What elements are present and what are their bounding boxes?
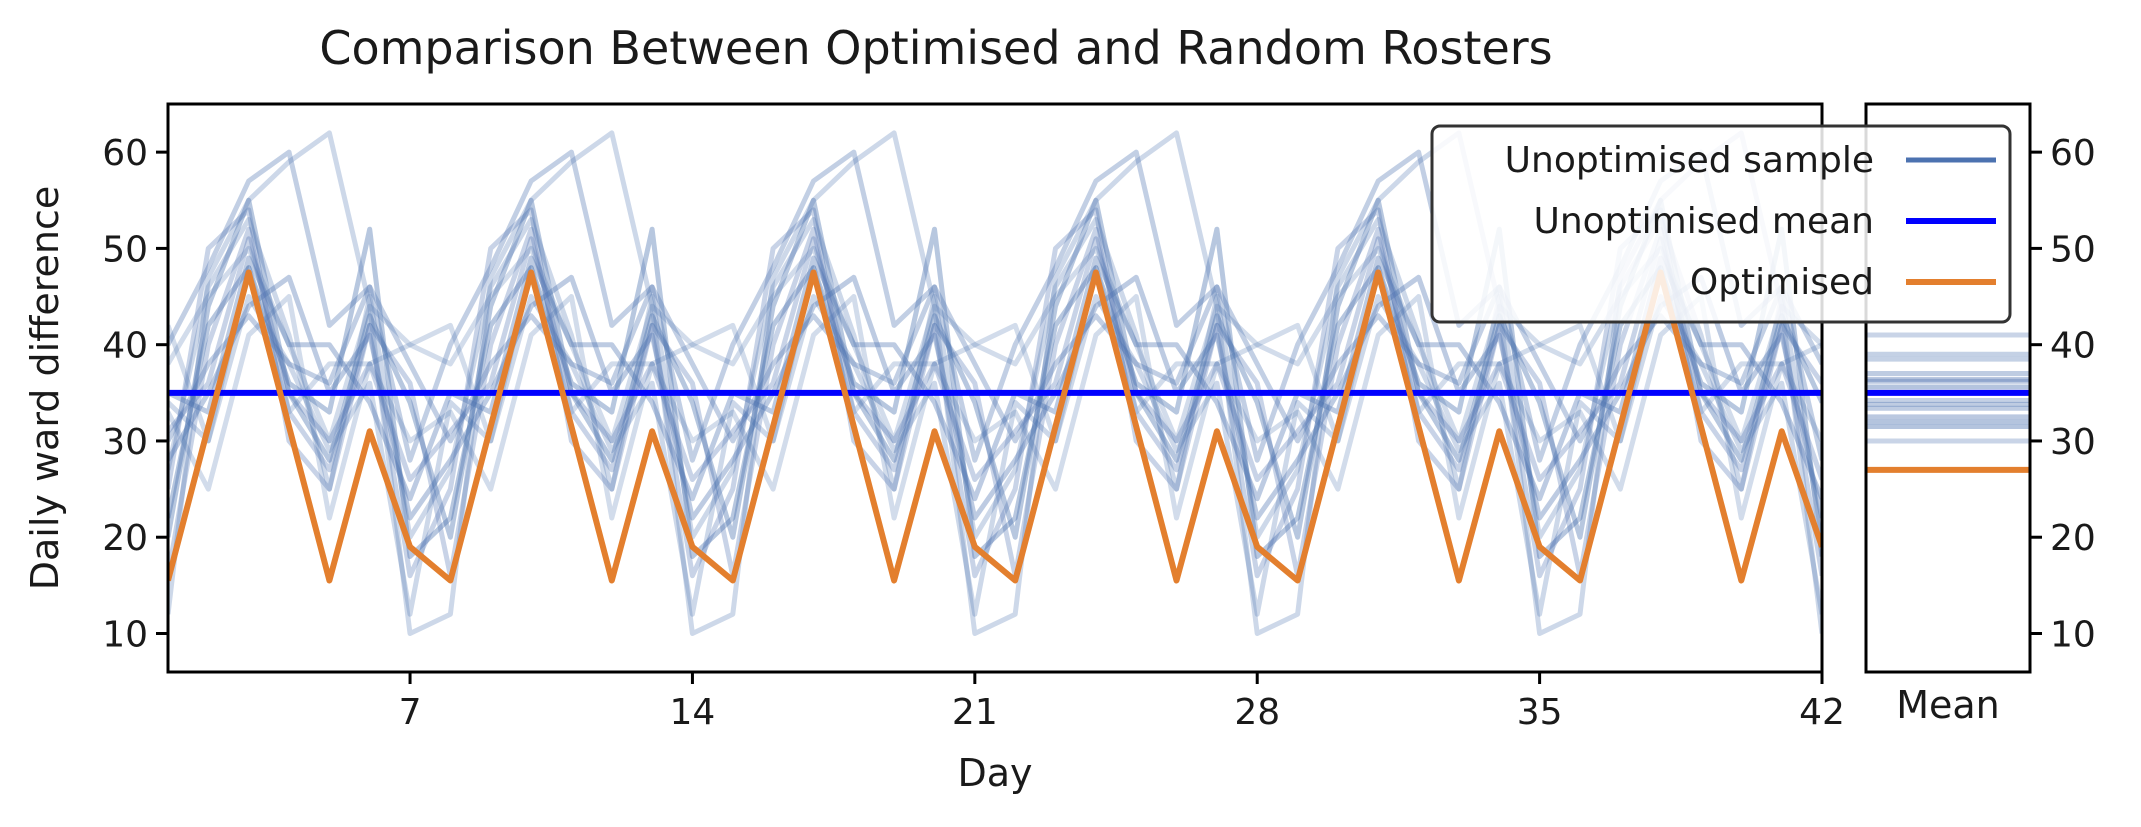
mean-series-group (1866, 332, 2030, 473)
mean-axis-label: Mean (1896, 683, 2000, 727)
optimised-line (168, 269, 1822, 584)
unoptimised-sample-line (168, 284, 1822, 444)
mean-y-tick-label: 40 (2050, 326, 2096, 367)
main-plot-frame (166, 102, 1824, 674)
chart-title: Comparison Between Optimised and Random … (319, 21, 1552, 75)
main-plot-area: 7 14 21 28 35 42 10 20 30 40 50 60 Day Daily ward … (23, 102, 1845, 795)
y-tick-label: 10 (102, 614, 148, 655)
unoptimised-sample-line (168, 255, 1822, 502)
y-tick-label: 50 (102, 229, 148, 270)
y-tick-label: 20 (102, 518, 148, 559)
x-tick-label: 35 (1517, 692, 1563, 733)
unoptimised-sample-line (168, 207, 1822, 579)
mean-y-tick-label: 30 (2050, 422, 2096, 463)
unoptimised-sample-line (168, 197, 1822, 540)
mean-y-tick-label: 50 (2050, 229, 2096, 270)
legend-box (1430, 124, 2012, 324)
unoptimised-sample-line (168, 294, 1822, 617)
y-tick-label: 30 (102, 422, 148, 463)
y-tick-label: 40 (102, 326, 148, 367)
x-tick-label: 28 (1234, 692, 1280, 733)
mean-y-tick-label: 20 (2050, 518, 2096, 559)
x-tick-label: 14 (670, 692, 716, 733)
unoptimised-sample-line (168, 294, 1822, 521)
x-axis-ticks: 7 14 21 28 35 42 (399, 672, 1845, 733)
legend-label-optimised: Optimised (1690, 262, 1874, 303)
unoptimised-sample-line (168, 245, 1822, 444)
mean-plot-frame (1864, 102, 2032, 674)
x-tick-label: 42 (1799, 692, 1845, 733)
unoptimised-sample-line (168, 265, 1822, 444)
legend-label-sample: Unoptimised sample (1505, 140, 1874, 181)
mean-y-tick-label: 10 (2050, 614, 2096, 655)
unoptimised-sample-line (168, 226, 1822, 579)
y-axis-ticks: 10 20 30 40 50 60 (102, 133, 168, 655)
main-series-group (168, 130, 1822, 636)
y-axis-label: Daily ward difference (23, 186, 67, 591)
mean-plot-area: 10 20 30 40 50 60 Mean (1864, 102, 2096, 727)
mean-y-tick-label: 60 (2050, 133, 2096, 174)
unoptimised-sample-line (168, 130, 1822, 636)
legend-label-mean: Unoptimised mean (1533, 201, 1874, 242)
x-tick-label: 21 (952, 692, 998, 733)
x-tick-label: 7 (399, 692, 422, 733)
mean-y-axis-ticks: 10 20 30 40 50 60 (2030, 133, 2096, 655)
x-axis-label: Day (957, 751, 1032, 795)
legend: Unoptimised sample Unoptimised mean Opti… (1430, 124, 2012, 324)
unoptimised-sample-line (168, 217, 1822, 540)
unoptimised-sample-line (168, 236, 1822, 482)
y-tick-label: 60 (102, 133, 148, 174)
unoptimised-sample-line (168, 149, 1822, 463)
unoptimised-sample-line (168, 274, 1822, 521)
